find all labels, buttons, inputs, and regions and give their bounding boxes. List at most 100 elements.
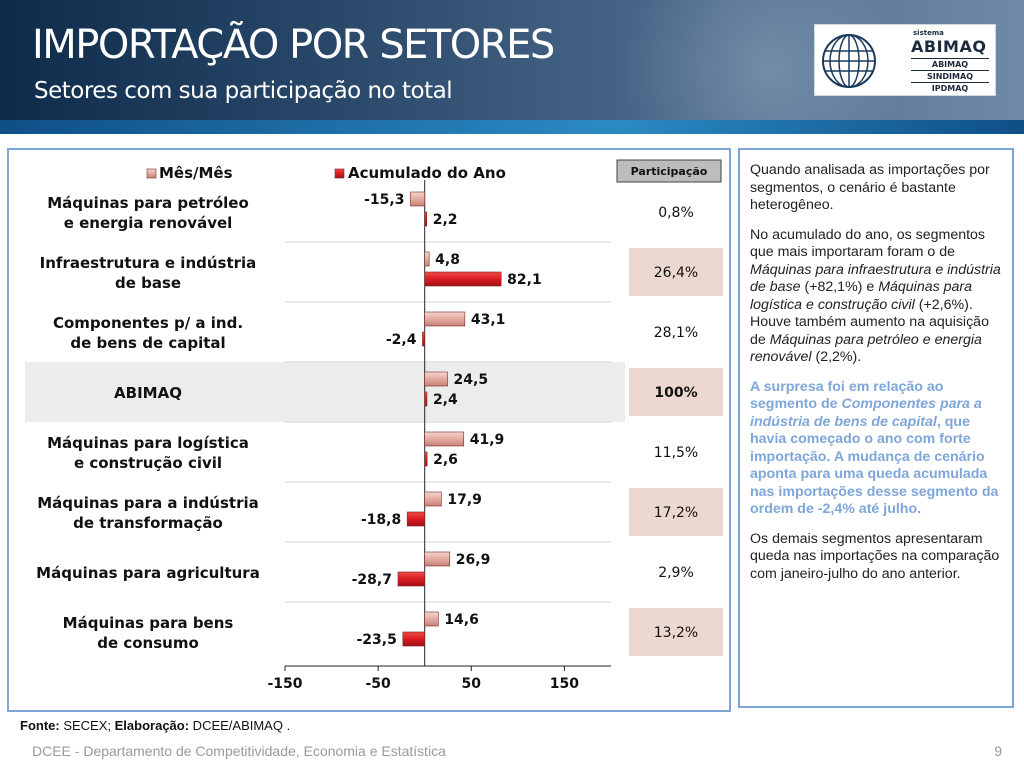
participacao-value: 2,9% (658, 565, 694, 581)
chart-panel: -15,3 2,2 Máquinas para petróleo e energia … (7, 148, 731, 712)
participacao-cell-bg (629, 608, 723, 656)
commentary-paragraph-2: No acumulado do ano, os segmentos que ma… (750, 227, 1002, 367)
month-bar-label: 14,6 (444, 612, 479, 628)
ytd-bar (424, 391, 428, 407)
participacao-header: Participação (631, 165, 708, 178)
participacao-value: 13,2% (654, 625, 698, 641)
x-tick-label: -150 (267, 676, 302, 692)
header-banner: IMPORTAÇÃO POR SETORES Setores com sua p… (0, 0, 1024, 120)
logo-sub-ipdmaq: IPDMAQ (911, 82, 989, 93)
participacao-value: 26,4% (654, 265, 698, 281)
month-bar-label: 43,1 (471, 312, 506, 328)
month-bar-label: 24,5 (454, 372, 489, 388)
commentary-panel: Quando analisada as importações por segm… (738, 148, 1014, 708)
page-number: 9 (994, 743, 1002, 759)
month-bar-label: -15,3 (364, 192, 404, 208)
month-bar (424, 611, 439, 627)
bar-chart: -15,3 2,2 Máquinas para petróleo e energia … (25, 159, 723, 692)
p3-text-c: , que havia começado o ano com forte imp… (750, 413, 999, 518)
p2-italic-b: Máquinas para infraestrutura e indústria… (750, 261, 1001, 296)
p2-text-a: No acumulado do ano, os segmentos que ma… (750, 226, 986, 261)
ytd-bar (424, 271, 502, 287)
logo-sistema-text: sistema (913, 29, 944, 37)
p2-italic-d: Máquinas para logística e construção civ… (750, 279, 973, 313)
participacao-cell-bg (629, 248, 723, 296)
month-bar (424, 431, 465, 447)
month-bar-label: 41,9 (470, 432, 505, 448)
month-bar-label: 17,9 (447, 492, 482, 508)
ytd-bar-label: -28,7 (352, 572, 392, 588)
participacao-value: 0,8% (658, 205, 694, 221)
page-subtitle: Setores com sua participação no total (34, 78, 453, 104)
legend-swatch-ytd (334, 168, 345, 179)
page-title: IMPORTAÇÃO POR SETORES (32, 22, 555, 68)
ytd-bar-label: 2,2 (433, 212, 458, 228)
p3-italic-b: Componentes para a indústria de bens de … (750, 396, 982, 430)
category-label: de base (115, 274, 181, 292)
category-label: de transformação (73, 514, 223, 532)
commentary-paragraph-4: Os demais segmentos apresentaram queda n… (750, 530, 1000, 582)
ytd-bar-label: 2,4 (433, 392, 458, 408)
legend-label-month: Mês/Mês (159, 164, 233, 182)
category-label: Componentes p/ a ind. (53, 314, 243, 332)
month-bar (424, 551, 451, 567)
participacao-value: 11,5% (654, 445, 698, 461)
logo-name: ABIMAQ (911, 37, 987, 56)
category-label: Máquinas para petróleo (47, 194, 249, 212)
category-label: ABIMAQ (114, 384, 182, 402)
month-bar (424, 371, 448, 387)
month-bar (424, 311, 466, 327)
category-label: e energia renovável (64, 214, 233, 232)
header-stripe (0, 120, 1024, 134)
total-row-band (25, 362, 625, 422)
source-label: Fonte: (20, 718, 60, 733)
p2-text-c: (+82,1%) e (800, 279, 879, 295)
month-bar-label: 26,9 (456, 552, 491, 568)
ytd-bar (424, 451, 428, 467)
participacao-cell-bg (629, 488, 723, 536)
category-label: Infraestrutura e indústria (40, 254, 257, 272)
source-value: SECEX; (59, 718, 115, 733)
p2-italic-f: Máquinas para petróleo e energia renováv… (750, 331, 982, 366)
category-label: e construção civil (74, 454, 222, 472)
p2-text-g: (2,2%). (811, 349, 862, 365)
month-bar-label: 4,8 (435, 252, 460, 268)
ytd-bar (397, 571, 426, 587)
participacao-value: 100% (654, 385, 697, 401)
ytd-bar (422, 331, 426, 347)
ytd-bar-label: 2,6 (433, 452, 458, 468)
ytd-bar (424, 211, 428, 227)
x-tick-label: 50 (462, 676, 482, 692)
abimaq-logo: sistema ABIMAQ ABIMAQ SINDIMAQ IPDMAQ (814, 24, 996, 96)
source-note: Fonte: SECEX; Elaboração: DCEE/ABIMAQ . (20, 718, 290, 733)
elaboration-label: Elaboração: (114, 718, 190, 733)
legend-swatch-month (146, 168, 157, 179)
ytd-bar-label: -2,4 (386, 332, 417, 348)
category-label: de bens de capital (70, 334, 225, 352)
participacao-header-box (616, 159, 722, 183)
elaboration-value: DCEE/ABIMAQ . (189, 718, 291, 733)
category-label: Máquinas para logística (47, 434, 249, 452)
legend-label-ytd: Acumulado do Ano (348, 164, 506, 182)
p3-text-a: A surpresa foi em relação ao segmento de (750, 378, 944, 413)
category-label: de consumo (97, 634, 199, 652)
month-bar (410, 191, 426, 207)
category-label: Máquinas para bens (63, 614, 234, 632)
ytd-bar-label: 82,1 (507, 272, 542, 288)
p2-text-e: (+2,6%). Houve também aumento na aquisiç… (750, 296, 989, 348)
month-bar (424, 251, 430, 267)
participacao-value: 17,2% (654, 505, 698, 521)
commentary-highlight: A surpresa foi em relação ao segmento de… (750, 379, 1002, 519)
ytd-bar (406, 511, 426, 527)
category-label: Máquinas para a indústria (37, 494, 259, 512)
x-tick-label: -50 (365, 676, 391, 692)
category-label: Máquinas para agricultura (36, 564, 260, 582)
month-bar (424, 491, 442, 507)
logo-sub-sindimaq: SINDIMAQ (911, 70, 989, 81)
participacao-value: 28,1% (654, 325, 698, 341)
globe-icon (822, 34, 876, 88)
logo-sub-abimaq: ABIMAQ (911, 58, 989, 69)
ytd-bar-label: -23,5 (356, 632, 396, 648)
x-tick-label: 150 (550, 676, 579, 692)
participacao-cell-bg (629, 368, 723, 416)
